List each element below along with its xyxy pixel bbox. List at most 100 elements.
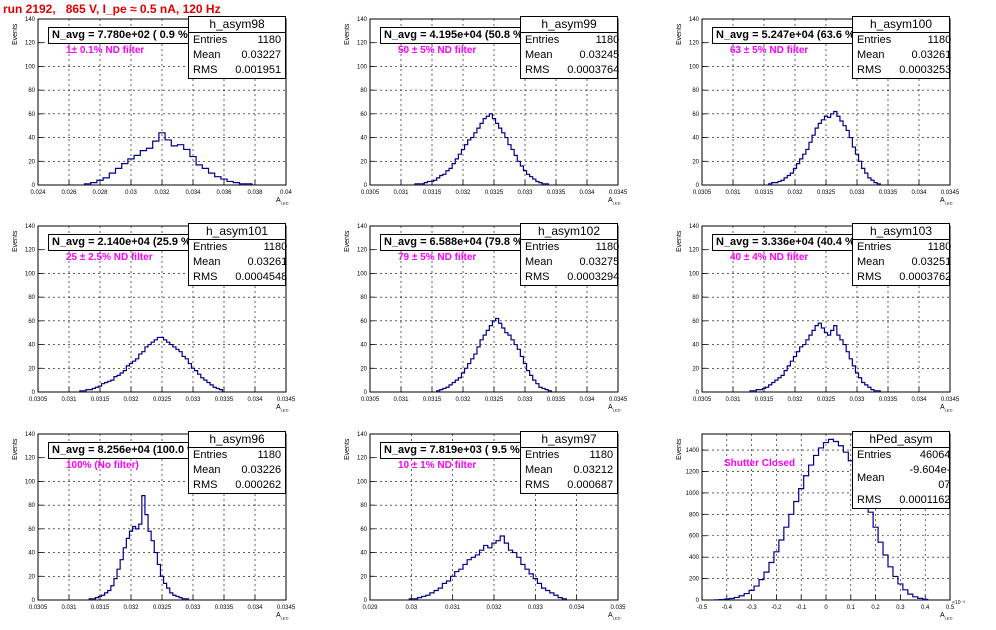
histogram-bin [148, 345, 151, 392]
histogram-bin [749, 590, 754, 600]
filter-annotation: 100% (No filter) [66, 460, 139, 471]
x-tick-label: 0.026 [61, 190, 77, 196]
x-tick-label: -0.1 [796, 605, 807, 611]
x-tick-label: 0.028 [92, 190, 108, 196]
histogram-bin [554, 595, 558, 600]
histogram-bin [502, 133, 505, 185]
histogram-bin [513, 553, 517, 600]
stats-value: 0.03251 [895, 255, 955, 270]
histogram-bin [484, 545, 488, 600]
histogram-bin [170, 345, 173, 392]
y-tick-label: 1200 [686, 469, 700, 475]
y-tick-label: 800 [689, 512, 700, 518]
x-tick-label: 0.0335 [215, 397, 234, 403]
stats-value: 0.03226 [231, 463, 285, 478]
x-tick-label: 0.0345 [941, 397, 960, 403]
histogram-bin [492, 543, 496, 600]
histogram-bin [475, 555, 479, 600]
histogram-bin [455, 572, 459, 600]
y-axis-label: Events [344, 24, 351, 45]
histogram-bin [196, 165, 202, 185]
x-tick-label: 0.033 [849, 397, 865, 403]
histogram-bin [863, 498, 868, 600]
y-tick-label: 60 [28, 112, 35, 118]
x-axis-exponent: ×10⁻³ [952, 600, 965, 606]
x-tick-label: 0.034 [569, 605, 585, 611]
histogram-bin [148, 531, 151, 600]
histogram-bin [147, 148, 153, 185]
stats-label: Entries [189, 448, 231, 463]
histogram-bin [442, 583, 446, 600]
filter-annotation: 1± 0.1% ND filter [66, 45, 144, 56]
stats-value: 0.000262 [231, 478, 285, 493]
y-tick-label: 100 [689, 64, 700, 70]
stats-label: Mean [189, 255, 231, 270]
x-tick-label: 0.029 [362, 605, 378, 611]
x-tick-label: 0.033 [185, 397, 201, 403]
histogram-bin [191, 368, 194, 392]
filter-annotation: 79 ± 5% ND filter [398, 252, 476, 263]
x-tick-label: 0.034 [247, 397, 263, 403]
stats-label: RMS [521, 478, 563, 493]
n-avg-label: N_avg = 6.588e+04 (79.8 %) [380, 234, 530, 251]
y-axis-label: Events [12, 24, 19, 45]
x-axis-label: ALED [276, 197, 288, 205]
x-tick-label: 0.0335 [547, 397, 566, 403]
histogram-bin [145, 347, 148, 392]
histogram-bin [797, 352, 800, 392]
histogram-bin [888, 567, 893, 600]
x-tick-label: 0.0305 [693, 397, 712, 403]
histogram-bin [840, 121, 843, 185]
x-tick-label: 0.031 [393, 397, 409, 403]
x-tick-label: 0.032 [787, 190, 803, 196]
histogram-bin [97, 180, 103, 185]
y-tick-label: 0 [696, 598, 700, 604]
histogram-bin [154, 340, 157, 392]
histogram-bin [122, 164, 128, 185]
y-tick-label: 80 [28, 88, 35, 94]
histogram-name: h_asym98 [189, 17, 285, 33]
y-tick-label: 20 [28, 574, 35, 580]
histogram-name: h_asym99 [521, 17, 617, 33]
x-tick-label: 0.0325 [485, 190, 504, 196]
stats-value: 1180 [563, 33, 623, 48]
histogram-bin [838, 446, 843, 600]
histogram-bin [809, 465, 814, 600]
x-tick-label: 0.0305 [361, 397, 380, 403]
histogram-bin [117, 375, 120, 392]
histogram-bin [774, 552, 779, 600]
x-axis-subscript: LED [613, 200, 621, 205]
y-tick-label: 20 [360, 366, 367, 372]
stats-value: 0.03261 [895, 48, 955, 63]
y-axis-label: Events [344, 231, 351, 252]
x-tick-label: 0.03 [405, 605, 417, 611]
x-tick-label: 0.033 [517, 190, 533, 196]
stats-label: Mean [853, 463, 895, 493]
histogram-name: h_asym101 [189, 224, 285, 240]
filter-annotation: Shutter Closed [724, 458, 795, 469]
stats-label: Entries [853, 33, 895, 48]
y-tick-label: 140 [25, 432, 36, 438]
x-tick-label: -0.2 [771, 605, 782, 611]
histogram-bin [818, 123, 821, 185]
stats-value: 0.0003764 [563, 63, 623, 78]
y-tick-label: 80 [360, 503, 367, 509]
histogram-bin [779, 540, 784, 600]
n-avg-label: N_avg = 8.256e+04 (100.0 %) [48, 442, 205, 459]
stats-value: 0.03227 [231, 48, 285, 63]
histogram-bin [151, 342, 154, 392]
histogram-bin [504, 543, 508, 600]
histogram-bin [514, 345, 517, 392]
stats-label: RMS [853, 63, 895, 78]
histogram-bin [190, 157, 196, 185]
x-tick-label: 0.033 [517, 397, 533, 403]
histogram-bin [533, 579, 537, 600]
histogram-bin [492, 321, 495, 392]
y-tick-label: 0 [32, 598, 36, 604]
